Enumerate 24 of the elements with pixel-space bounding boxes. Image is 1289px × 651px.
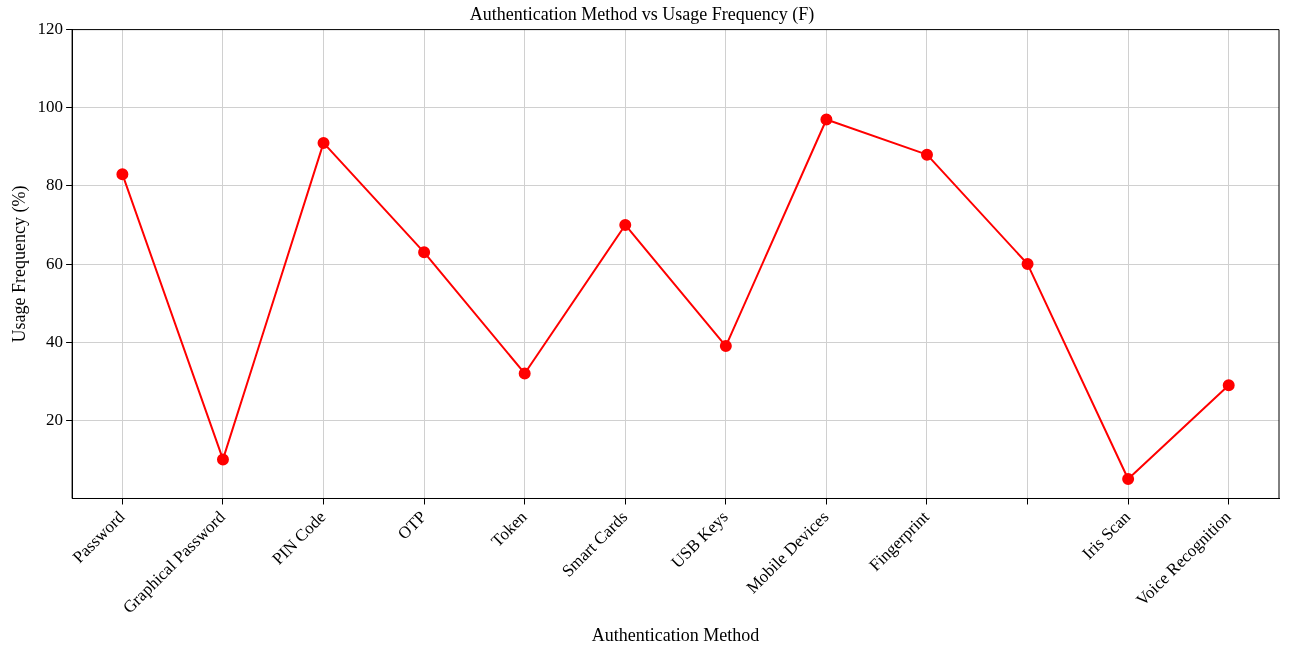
x-tick-label: PIN Code: [268, 507, 330, 569]
y-tick-label: 80: [46, 175, 64, 195]
y-tick-label: 120: [37, 19, 64, 39]
point: [317, 136, 330, 149]
point: [1222, 379, 1235, 392]
x-axis-title: Authentication Method: [591, 624, 760, 645]
point: [820, 113, 833, 126]
point: [418, 246, 431, 259]
x-tick-label: OTP: [393, 507, 431, 544]
chart-title: Authentication Method vs Usage Frequency (F): [469, 3, 815, 25]
point: [1021, 258, 1034, 271]
point: [619, 218, 632, 231]
point: [719, 340, 732, 353]
y-tick-label: 100: [37, 97, 64, 117]
x-tick-label: Iris Scan: [1078, 506, 1135, 564]
y-axis-title: Usage Frequency (%): [8, 185, 30, 343]
point: [116, 168, 129, 181]
point: [920, 148, 933, 161]
y-tick-label: 60: [46, 253, 64, 273]
point: [216, 453, 229, 466]
y-tick-label: 40: [46, 331, 64, 351]
point: [1122, 472, 1135, 485]
point: [518, 367, 531, 380]
y-tick-label: 20: [46, 409, 64, 429]
